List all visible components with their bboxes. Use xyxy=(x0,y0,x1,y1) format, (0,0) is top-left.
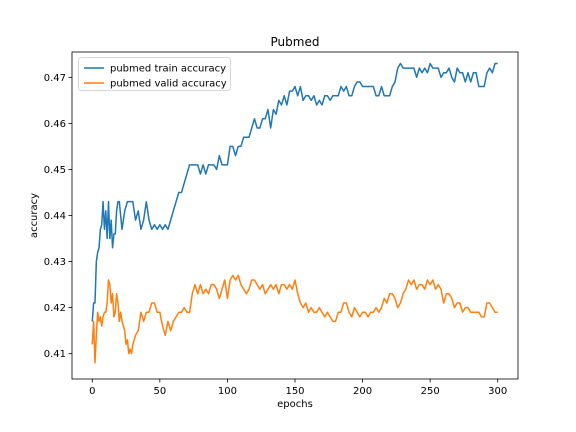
y-axis-label: accuracy xyxy=(29,193,40,238)
y-tick-label: 0.45 xyxy=(44,165,66,176)
x-tick-label: 0 xyxy=(89,386,95,397)
chart-title: Pubmed xyxy=(271,35,320,49)
legend-label-0: pubmed train accuracy xyxy=(110,64,226,75)
series-line-0 xyxy=(91,62,498,322)
series-line-1 xyxy=(91,274,498,364)
x-tick-label: 150 xyxy=(285,386,304,397)
y-tick-label: 0.41 xyxy=(44,349,66,360)
x-tick-label: 50 xyxy=(153,386,166,397)
x-tick-label: 200 xyxy=(353,386,372,397)
legend: pubmed train accuracy pubmed valid accura… xyxy=(78,57,231,91)
y-tick-label: 0.42 xyxy=(44,303,66,314)
y-tick-label: 0.44 xyxy=(44,211,66,222)
x-axis-label: epochs xyxy=(277,399,313,410)
y-tick-label: 0.46 xyxy=(44,119,66,130)
x-tick-label: 300 xyxy=(488,386,507,397)
series-layer xyxy=(91,62,498,364)
y-axis: 0.41 0.42 0.43 0.44 0.45 0.46 0.47 xyxy=(44,73,72,360)
x-tick-label: 250 xyxy=(421,386,440,397)
legend-box xyxy=(78,57,231,91)
x-tick-label: 100 xyxy=(218,386,237,397)
y-tick-label: 0.47 xyxy=(44,73,66,84)
y-tick-label: 0.43 xyxy=(44,257,66,268)
legend-label-1: pubmed valid accuracy xyxy=(110,79,227,90)
x-axis: 0 50 100 150 200 250 300 xyxy=(89,379,507,397)
